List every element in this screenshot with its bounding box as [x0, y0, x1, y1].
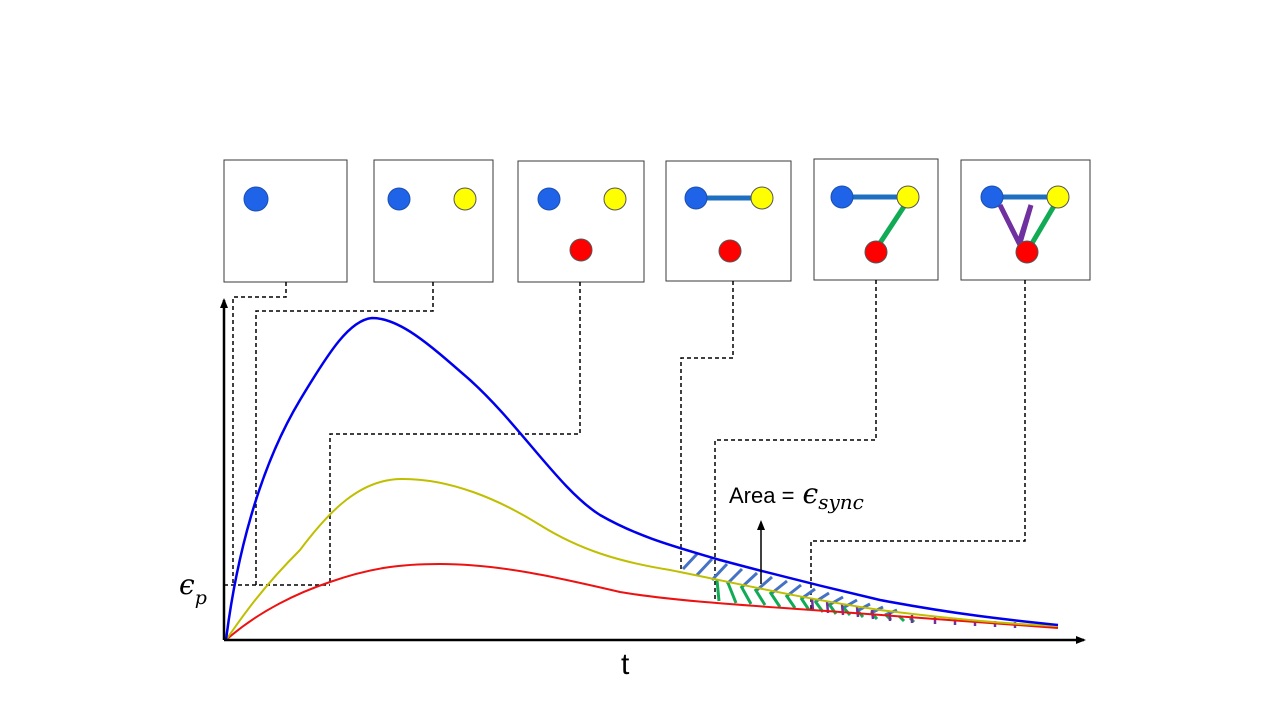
panel-frame	[517, 160, 645, 283]
connector-lines	[224, 280, 1026, 612]
edge-yellow-red	[1028, 204, 1057, 247]
x-axis-label: t	[621, 648, 630, 681]
y-axis-label: ϵp	[179, 568, 207, 609]
panel-frame	[373, 159, 494, 283]
node-yellow	[453, 187, 477, 211]
node-blue	[980, 185, 1004, 209]
panel-4	[665, 160, 792, 282]
panel-3	[517, 160, 645, 283]
panel-frame	[665, 160, 792, 282]
sync-area-hatching	[681, 552, 1017, 628]
axes	[220, 298, 1086, 644]
edge-blue-red	[997, 203, 1034, 250]
panel-frame	[223, 159, 348, 283]
node-red	[1015, 240, 1039, 264]
panel-6	[960, 159, 1091, 281]
node-yellow	[896, 185, 920, 209]
node-red	[718, 239, 742, 263]
connector-panel-5	[714, 280, 877, 600]
node-blue	[537, 187, 561, 211]
curve-red	[225, 562, 1059, 641]
node-yellow	[1046, 185, 1070, 209]
node-blue	[830, 185, 854, 209]
node-blue	[243, 186, 269, 212]
connector-panel-3	[329, 282, 581, 585]
panel-2	[373, 159, 494, 283]
connector-panel-2	[255, 282, 434, 585]
node-yellow	[750, 186, 774, 210]
connector-panel-1	[232, 282, 287, 585]
node-yellow	[603, 187, 627, 211]
node-blue	[684, 186, 708, 210]
node-red	[864, 240, 888, 264]
curves	[224, 316, 1059, 641]
panel-5	[813, 158, 939, 281]
curve-olive	[225, 477, 1059, 641]
node-blue	[387, 187, 411, 211]
curve-blue	[224, 316, 1059, 641]
connector-panel-4	[680, 281, 734, 572]
edge-yellow-red	[875, 203, 908, 248]
panel-1	[223, 159, 348, 283]
area-label: Area = ϵsync	[729, 477, 864, 514]
connector-panel-6	[810, 280, 1026, 612]
node-red	[569, 238, 593, 262]
